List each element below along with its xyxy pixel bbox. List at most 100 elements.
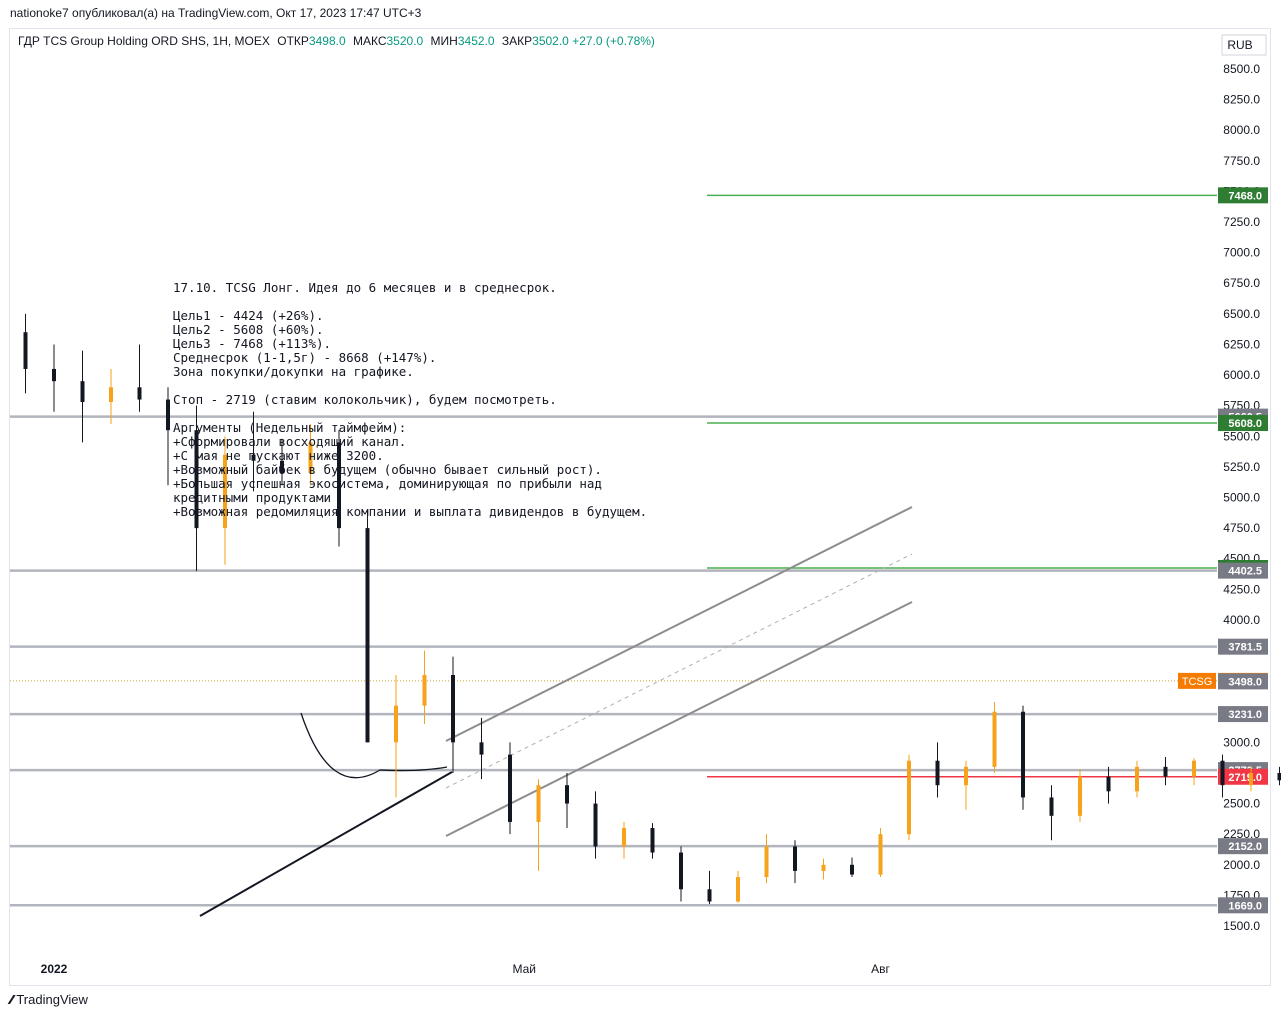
y-tick-label: 8000.0	[1223, 123, 1260, 137]
candle-body	[422, 675, 427, 706]
price-level-tag	[1218, 706, 1268, 723]
candle-body	[707, 889, 712, 902]
change-value: +27.0 (+0.78%)	[572, 34, 655, 48]
candle-body	[650, 828, 655, 853]
y-tick-label: 4750.0	[1223, 521, 1260, 535]
symbol-name[interactable]: ГДР TCS Group Holding ORD SHS, 1Н, MOEX	[18, 34, 270, 48]
y-tick-label: 5000.0	[1223, 490, 1260, 504]
y-tick-label: 8250.0	[1223, 93, 1260, 107]
candle-body	[764, 846, 769, 878]
candle-body	[365, 528, 370, 743]
candle-body	[878, 834, 883, 875]
candle-body	[536, 785, 541, 822]
y-tick-label: 7750.0	[1223, 154, 1260, 168]
candle-body	[223, 454, 227, 529]
published-line: nationoke7 опубликовал(а) на TradingView…	[10, 6, 422, 20]
candle-body	[23, 332, 28, 369]
open-label: ОТКР	[277, 34, 309, 48]
idea-text-line: +Возможный байбек в будущем (обычно быва…	[173, 462, 602, 477]
candle-body	[850, 864, 854, 875]
idea-text-line: Цель1 - 4424 (+26%).	[173, 308, 324, 323]
idea-text-line: Аргументы (Недельный таймфейм):	[173, 420, 406, 435]
price-level-label: 4402.5	[1228, 566, 1262, 578]
candle-body	[736, 877, 740, 902]
price-level-label: 1669.0	[1228, 900, 1262, 912]
y-tick-label: 4250.0	[1223, 582, 1260, 596]
idea-text-line: +Сформировали восходящий канал.	[173, 434, 406, 449]
y-tick-label: 6500.0	[1223, 307, 1260, 321]
price-level-label: 2152.0	[1228, 841, 1262, 853]
candle-body	[280, 460, 284, 474]
x-tick-label: Авг	[871, 962, 890, 976]
price-level-tag	[1218, 638, 1268, 655]
candle-body	[935, 760, 940, 786]
y-tick-label: 8500.0	[1223, 62, 1260, 76]
candle-body	[394, 705, 398, 743]
price-level-label: 7468.0	[1228, 190, 1262, 202]
price-level-label: 3498.0	[1228, 676, 1262, 688]
y-tick-label: 5250.0	[1223, 460, 1260, 474]
y-tick-label: 7000.0	[1223, 246, 1260, 260]
idea-text-line: Среднесрок (1-1,5г) - 8668 (+147%).	[173, 350, 436, 365]
y-tick-label: 2000.0	[1223, 858, 1260, 872]
candle-body	[1135, 766, 1139, 792]
high-label: МАКС	[352, 34, 387, 48]
price-level-tag	[1218, 768, 1268, 785]
candle-body	[337, 442, 341, 529]
candle-body	[565, 785, 569, 804]
idea-text-line: Цель2 - 5608 (+60%).	[173, 322, 324, 337]
candle-body	[479, 742, 484, 755]
candle-body	[679, 852, 683, 890]
tradingview-footer: ⁄⁄ TradingView	[10, 992, 88, 1007]
chart-frame	[9, 28, 1271, 986]
idea-text-line: Стоп - 2719 (ставим колокольчик), будем …	[173, 392, 557, 407]
y-tick-label: 6000.0	[1223, 368, 1260, 382]
price-level-tag	[1218, 838, 1268, 855]
y-tick-label: 1500.0	[1223, 919, 1260, 933]
candle-body	[52, 368, 56, 382]
candle-body	[1106, 776, 1111, 792]
candle-body	[1192, 760, 1196, 777]
x-tick-label: 2022	[41, 962, 68, 976]
candle-body	[508, 754, 512, 822]
candle-body	[308, 442, 313, 474]
candle-body	[793, 846, 797, 871]
y-tick-label: 7250.0	[1223, 215, 1260, 229]
candle-body	[109, 387, 113, 402]
tradingview-logo-icon: ⁄⁄	[10, 992, 14, 1007]
candle-body	[1220, 760, 1225, 786]
candle-body	[137, 387, 142, 400]
candle-body	[1021, 711, 1025, 798]
candle-body	[1078, 776, 1082, 816]
y-tick-label: 4000.0	[1223, 613, 1260, 627]
ticker-tag	[1178, 672, 1216, 689]
price-level-tag	[1218, 562, 1268, 579]
close-label: ЗАКР	[501, 34, 533, 48]
candle-body	[964, 766, 968, 786]
idea-text-line: кредитными продуктами	[173, 490, 331, 505]
y-tick-label: 2500.0	[1223, 797, 1260, 811]
candle-body	[166, 399, 170, 431]
candle-body	[1163, 766, 1168, 777]
price-level-tag	[1218, 897, 1268, 914]
y-tick-label: 2250.0	[1223, 827, 1260, 841]
low-value: 3452.0	[457, 34, 495, 48]
currency-badge	[1221, 34, 1267, 56]
candle-body	[1249, 772, 1253, 786]
candle-body	[821, 864, 826, 871]
candle-body	[251, 454, 256, 461]
candle-body	[1277, 772, 1281, 781]
idea-text-line: Цель3 - 7468 (+113%).	[173, 336, 331, 351]
currency-label: RUB	[1227, 38, 1252, 52]
idea-text-line: 17.10. TCSG Лонг. Идея до 6 месяцев и в …	[173, 280, 557, 295]
price-level-label: 2719.0	[1228, 772, 1262, 784]
channel-lower	[445, 601, 913, 837]
candle-body	[622, 828, 626, 847]
idea-text-line: +Возможная редомиляция компании и выплат…	[173, 504, 647, 519]
cup-arc	[300, 712, 448, 779]
price-level-tag	[1218, 673, 1268, 690]
candle-body	[194, 430, 199, 529]
idea-text-line: Зона покупки/докупки на графике.	[173, 364, 414, 379]
channel-mid	[445, 553, 913, 789]
